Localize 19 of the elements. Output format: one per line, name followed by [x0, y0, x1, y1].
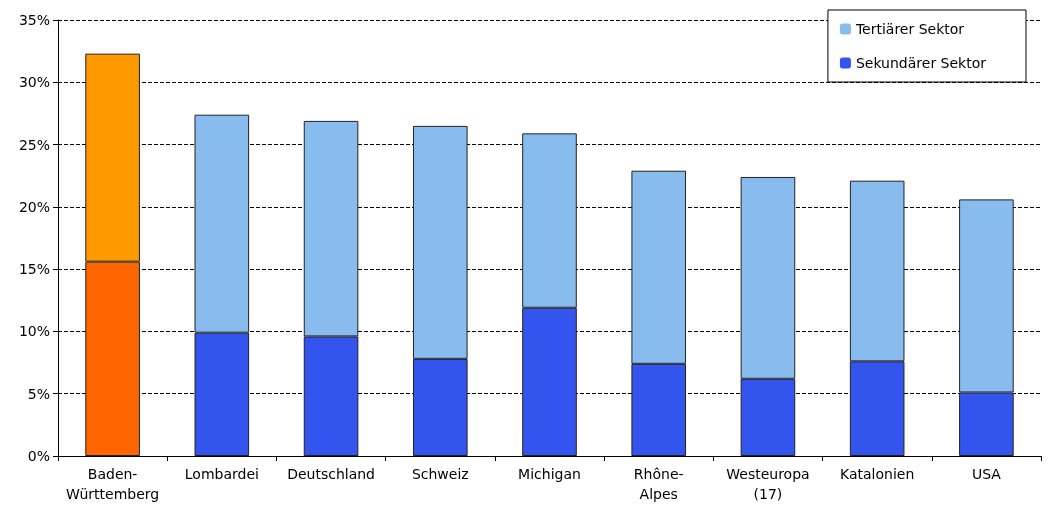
x-tick-label: Rhône-Alpes — [633, 466, 684, 502]
y-tick-label: 20% — [18, 198, 50, 215]
x-tick-label: Lombardei — [184, 466, 259, 482]
x-tick-label: Westeuropa (17) — [726, 466, 810, 502]
y-tick-label: 5% — [27, 385, 50, 402]
y-tick-label: 0% — [27, 448, 50, 464]
legend-label: Tertiärer Sektor — [854, 21, 965, 37]
y-tick-label: 15% — [18, 261, 50, 278]
x-tick-label: Michigan — [518, 466, 581, 482]
y-tick-label: 35% — [18, 12, 50, 28]
x-tick-label: USA — [971, 466, 1002, 482]
x-tick-label: Baden-Württemberg — [66, 466, 160, 502]
y-tick-label: 25% — [18, 136, 50, 153]
y-tick-label: 30% — [18, 74, 50, 91]
x-tick-label: Schweiz — [411, 466, 469, 482]
legend-label: Sekundärer Sektor — [855, 55, 987, 71]
x-tick-label: Katalonien — [840, 466, 915, 482]
y-tick-label: 10% — [18, 323, 50, 340]
x-tick-label: Deutschland — [287, 466, 375, 482]
